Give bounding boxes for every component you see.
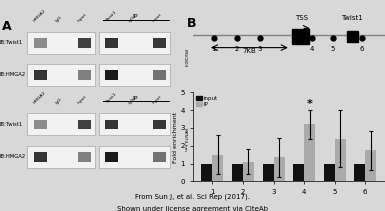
Text: Input: Input [77,12,88,23]
Bar [201,164,213,181]
Bar [34,120,47,129]
Bar [105,120,118,129]
Text: HMGA2: HMGA2 [33,9,47,23]
Text: IB:Twist1: IB:Twist1 [0,122,23,127]
Bar [27,146,95,168]
Bar [153,38,166,48]
Bar [153,152,166,162]
Bar [153,120,166,129]
Text: Input: Input [152,94,163,105]
Bar [27,32,95,54]
Text: 3: 3 [258,46,262,52]
Text: 5: 5 [331,46,335,52]
Bar [99,113,171,135]
Bar [153,70,166,80]
Text: MGC803: MGC803 [182,49,186,67]
Bar [213,155,223,181]
Text: 2: 2 [235,46,239,52]
Bar [365,150,376,181]
Text: 4: 4 [310,46,314,52]
Bar [273,157,285,181]
Bar [34,38,47,48]
Text: IgG: IgG [128,97,136,105]
Bar [27,113,95,135]
Bar [34,152,47,162]
Text: 6: 6 [360,46,364,52]
Text: Input: Input [152,12,163,23]
Bar [78,152,91,162]
Text: HMGA2: HMGA2 [33,91,47,105]
Text: MKN74-hm: MKN74-hm [182,128,186,152]
Text: Twist1: Twist1 [104,92,117,105]
Text: IB:Twist1: IB:Twist1 [0,40,23,45]
Bar [27,64,95,86]
Bar [78,120,91,129]
Text: IgG: IgG [55,97,63,105]
Text: Shown under license agreement via CiteAb: Shown under license agreement via CiteAb [117,206,268,211]
Legend: input, IP: input, IP [196,95,218,107]
Bar [293,164,304,181]
Text: TSS: TSS [295,15,308,21]
Text: From Sun J, et al. Sci Rep (2017).: From Sun J, et al. Sci Rep (2017). [135,193,250,200]
Text: 7KB: 7KB [243,48,256,54]
Bar [99,32,171,54]
Bar [99,64,171,86]
Text: A: A [2,20,12,33]
Text: IB:HMGA2: IB:HMGA2 [0,154,26,159]
Text: IgG: IgG [55,15,63,23]
Bar [243,162,254,181]
Bar [105,38,118,48]
Bar [78,70,91,80]
Text: IB:HMGA2: IB:HMGA2 [0,72,26,77]
Bar [34,70,47,80]
Bar [232,164,243,181]
Bar [304,124,315,181]
Y-axis label: Fold enrichment: Fold enrichment [173,111,178,162]
Text: *: * [307,99,313,109]
Text: IgG: IgG [128,15,136,23]
Text: Input: Input [77,94,88,105]
Bar [78,38,91,48]
Text: IP: IP [133,14,138,19]
Bar [335,139,346,181]
Bar [105,70,118,80]
Text: 1: 1 [211,46,216,52]
Text: Twist1: Twist1 [341,15,363,21]
Bar [263,164,273,181]
Bar [292,29,309,44]
Text: B: B [187,17,196,30]
Bar [354,164,365,181]
Bar [346,31,358,42]
Text: IP: IP [133,96,138,101]
Bar [105,152,118,162]
Text: Twist1: Twist1 [104,11,117,23]
Bar [324,164,335,181]
Bar [99,146,171,168]
